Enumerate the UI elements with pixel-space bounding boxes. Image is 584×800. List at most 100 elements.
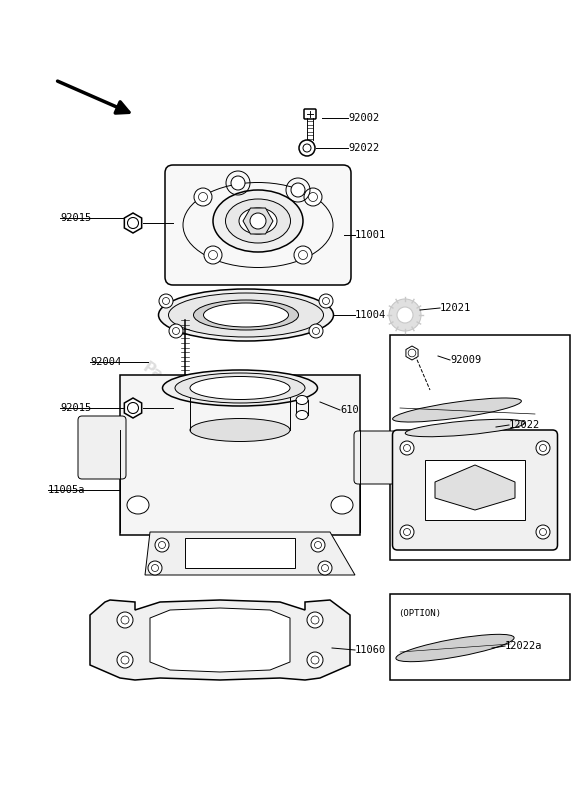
- Circle shape: [162, 298, 169, 305]
- Polygon shape: [150, 608, 290, 672]
- Circle shape: [540, 445, 547, 451]
- Circle shape: [389, 299, 421, 331]
- Circle shape: [204, 246, 222, 264]
- Text: 12021: 12021: [440, 303, 471, 313]
- Circle shape: [308, 193, 318, 202]
- Polygon shape: [124, 213, 142, 233]
- Circle shape: [231, 176, 245, 190]
- Circle shape: [250, 213, 266, 229]
- Polygon shape: [124, 398, 142, 418]
- FancyBboxPatch shape: [392, 430, 558, 550]
- Polygon shape: [120, 375, 360, 535]
- Ellipse shape: [213, 190, 303, 252]
- Circle shape: [291, 183, 305, 197]
- Text: (OPTION): (OPTION): [398, 609, 441, 618]
- Polygon shape: [90, 600, 350, 680]
- FancyBboxPatch shape: [165, 165, 351, 285]
- Ellipse shape: [193, 300, 298, 330]
- Ellipse shape: [127, 496, 149, 514]
- Circle shape: [169, 324, 183, 338]
- Ellipse shape: [296, 410, 308, 419]
- Ellipse shape: [169, 293, 324, 337]
- Circle shape: [322, 298, 329, 305]
- Polygon shape: [406, 346, 418, 360]
- FancyBboxPatch shape: [185, 538, 295, 568]
- Circle shape: [312, 327, 319, 334]
- Circle shape: [307, 652, 323, 668]
- Circle shape: [155, 538, 169, 552]
- Circle shape: [158, 542, 165, 549]
- Bar: [390, 335, 570, 560]
- Circle shape: [151, 565, 158, 571]
- FancyBboxPatch shape: [304, 109, 316, 119]
- FancyBboxPatch shape: [354, 431, 397, 484]
- Circle shape: [172, 327, 179, 334]
- Ellipse shape: [225, 199, 290, 243]
- Ellipse shape: [175, 373, 305, 403]
- Ellipse shape: [392, 398, 522, 422]
- Text: 92002: 92002: [348, 113, 379, 123]
- Circle shape: [127, 218, 138, 229]
- Ellipse shape: [405, 419, 525, 437]
- Circle shape: [148, 561, 162, 575]
- Circle shape: [536, 441, 550, 455]
- Circle shape: [400, 525, 414, 539]
- Circle shape: [299, 140, 315, 156]
- Circle shape: [208, 250, 217, 259]
- Ellipse shape: [162, 370, 318, 406]
- Circle shape: [298, 250, 308, 259]
- Circle shape: [127, 402, 138, 414]
- Ellipse shape: [190, 377, 290, 399]
- Text: 92015: 92015: [60, 403, 91, 413]
- Circle shape: [199, 193, 207, 202]
- Circle shape: [303, 144, 311, 152]
- Polygon shape: [145, 532, 355, 575]
- Text: 92015: 92015: [60, 213, 91, 223]
- Circle shape: [397, 307, 413, 323]
- Ellipse shape: [203, 303, 288, 327]
- Ellipse shape: [396, 634, 514, 662]
- Circle shape: [117, 652, 133, 668]
- Circle shape: [121, 656, 129, 664]
- Circle shape: [408, 349, 416, 357]
- Circle shape: [404, 445, 411, 451]
- Ellipse shape: [331, 496, 353, 514]
- Circle shape: [307, 612, 323, 628]
- Ellipse shape: [158, 289, 333, 341]
- Text: PartsRepublik: PartsRepublik: [139, 359, 246, 441]
- Ellipse shape: [190, 418, 290, 442]
- Text: 12022: 12022: [509, 420, 540, 430]
- Circle shape: [322, 565, 328, 571]
- Polygon shape: [243, 208, 273, 234]
- Circle shape: [309, 324, 323, 338]
- Circle shape: [319, 294, 333, 308]
- Circle shape: [311, 616, 319, 624]
- Circle shape: [400, 441, 414, 455]
- Circle shape: [117, 612, 133, 628]
- Text: 92009: 92009: [450, 355, 481, 365]
- Circle shape: [311, 538, 325, 552]
- Text: 12022a: 12022a: [505, 641, 543, 651]
- Text: 11005a: 11005a: [48, 485, 85, 495]
- Text: 92004: 92004: [90, 357, 121, 367]
- Circle shape: [294, 246, 312, 264]
- Circle shape: [304, 188, 322, 206]
- Text: 610: 610: [340, 405, 359, 415]
- Circle shape: [121, 616, 129, 624]
- Polygon shape: [435, 465, 515, 510]
- Circle shape: [536, 525, 550, 539]
- Circle shape: [311, 656, 319, 664]
- Bar: [425, 460, 525, 520]
- Text: 11060: 11060: [355, 645, 386, 655]
- Circle shape: [404, 529, 411, 535]
- FancyBboxPatch shape: [78, 416, 126, 479]
- Text: 11001: 11001: [355, 230, 386, 240]
- Ellipse shape: [239, 208, 277, 234]
- Circle shape: [540, 529, 547, 535]
- Ellipse shape: [296, 395, 308, 405]
- Circle shape: [315, 542, 322, 549]
- Circle shape: [194, 188, 212, 206]
- Circle shape: [159, 294, 173, 308]
- Bar: [390, 594, 570, 680]
- Text: 92022: 92022: [348, 143, 379, 153]
